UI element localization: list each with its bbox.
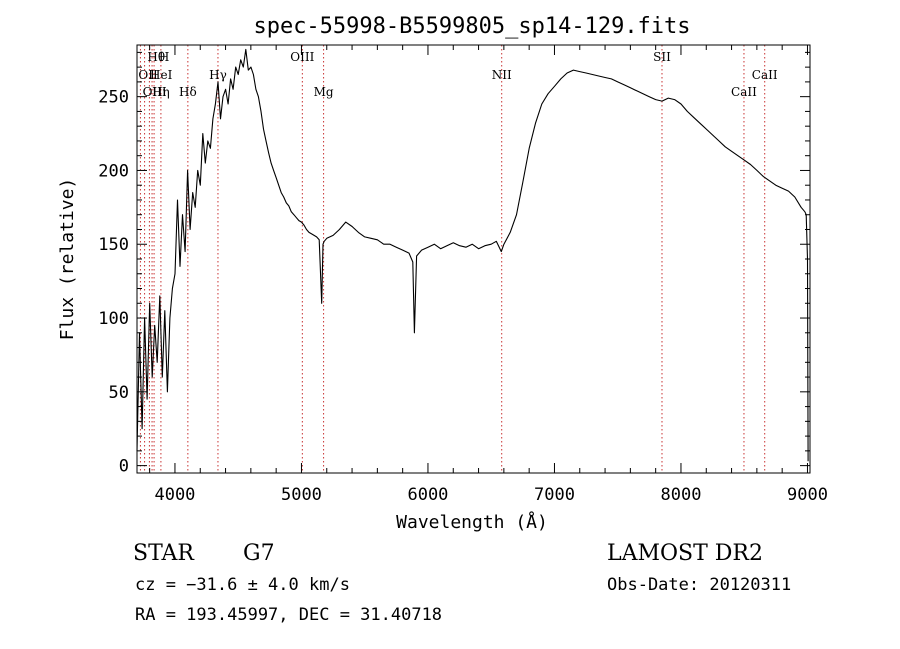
coordinates: RA = 193.45997, DEC = 31.40718 [135,605,442,625]
x-tick-label: 9000 [787,485,828,505]
plot-frame [136,44,811,474]
object-subclass: G7 [243,541,275,566]
line-marker-label: SII [653,50,671,64]
series-layer [136,48,809,462]
object-class: STAR [133,541,195,566]
line-marker-label: Hη [152,85,170,99]
line-marker-label: Mg [314,85,334,99]
y-axis-label: Flux (relative) [57,178,78,341]
line-marker-label: CaII [731,85,757,99]
y-tick-label: 0 [119,457,129,477]
y-tick-label: 100 [98,309,129,329]
line-marker-label: H [159,50,169,64]
redshift-cz: cz = −31.6 ± 4.0 km/s [135,575,350,595]
line-marker-label: OII [138,68,158,82]
x-tick-label: 5000 [281,485,322,505]
line-marker-label: HeI [150,68,173,82]
line-marker-label: OIII [290,50,314,64]
y-tick-label: 150 [98,235,129,255]
x-tick-label: 7000 [534,485,575,505]
line-marker-label: NII [492,68,512,82]
line-marker-label: OIII [143,85,167,99]
x-tick-label: 6000 [407,485,448,505]
y-tick-label: 250 [98,88,129,108]
x-tick-label: 8000 [660,485,701,505]
y-tick-label: 200 [98,161,129,181]
y-tick-label: 50 [109,383,129,403]
line-marker-label: Hγ [209,68,227,82]
line-marker-label: Hδ [179,85,197,99]
x-axis: 4000 5000 6000 7000 8000 9000 [149,45,828,505]
x-tick-label: 4000 [154,485,195,505]
line-marker-label: CaII [752,68,778,82]
spectrum-line-0 [136,48,809,462]
survey-name: LAMOST DR2 [607,541,763,566]
observation-date: Obs-Date: 20120311 [607,575,791,595]
x-axis-label: Wavelength (Å) [396,511,548,533]
chart-title: spec-55998-B5599805_sp14-129.fits [253,14,690,39]
y-axis: 0 50 100 150 200 250 [98,51,810,477]
